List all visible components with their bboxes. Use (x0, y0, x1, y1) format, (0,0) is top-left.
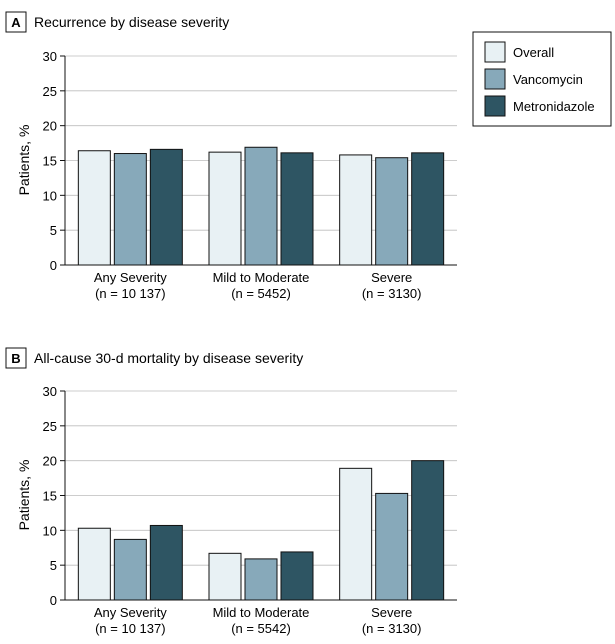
panel-b-ytick-label: 20 (43, 454, 57, 469)
panel-a-ytick-label: 25 (43, 84, 57, 99)
panel-a-bar-metronidazole (411, 152, 445, 266)
panel-b-bar-vancomycin (244, 558, 278, 601)
panel-b-bar-metronidazole (280, 551, 314, 601)
panel-b-letter: B (11, 351, 20, 366)
panel-a-ytick-label: 30 (43, 49, 57, 64)
panel-a-letter-box (5, 11, 27, 33)
panel-b-category-n: (n = 10 137) (95, 621, 165, 636)
panel-a-title: Recurrence by disease severity (34, 14, 229, 30)
panel-b-bar-metronidazole (411, 460, 445, 601)
panel-a-bar-vancomycin (375, 157, 409, 266)
panel-a-ylabel: Patients, % (16, 125, 32, 196)
panel-b-bar-overall (339, 467, 373, 601)
panel-a-bar-metronidazole (280, 152, 314, 266)
panel-b-ytick-label: 15 (43, 489, 57, 504)
panel-a-category-n: (n = 10 137) (95, 286, 165, 301)
panel-a-ytick-label: 15 (43, 154, 57, 169)
panel-b-bar-metronidazole (149, 524, 183, 601)
panel-b-ylabel: Patients, % (16, 460, 32, 531)
panel-a: A Recurrence by disease severity Patient… (5, 11, 457, 301)
panel-b-category-label: Severe (371, 605, 412, 620)
panel-a-ytick-label: 0 (50, 258, 57, 273)
legend-swatch-overall (484, 41, 506, 63)
panel-b: B All-cause 30-d mortality by disease se… (5, 347, 457, 636)
panel-b-title: All-cause 30-d mortality by disease seve… (34, 350, 303, 366)
panel-a-category-n: (n = 3130) (362, 286, 422, 301)
panel-a-bar-overall (339, 154, 373, 266)
panel-a-bar-metronidazole (149, 148, 183, 266)
panel-a-category-n: (n = 5452) (231, 286, 291, 301)
legend-label-overall: Overall (513, 45, 554, 60)
panel-a-letter: A (11, 15, 21, 30)
panel-a-category-label: Mild to Moderate (213, 270, 310, 285)
panel-b-bar-vancomycin (375, 492, 409, 601)
panel-b-category-label: Mild to Moderate (213, 605, 310, 620)
panel-a-category-label: Severe (371, 270, 412, 285)
panel-b-ytick-label: 10 (43, 523, 57, 538)
panel-b-letter-box (5, 347, 27, 369)
panel-a-bar-overall (208, 151, 242, 266)
panel-a-ytick-label: 5 (50, 223, 57, 238)
panel-b-ytick-label: 5 (50, 558, 57, 573)
panel-b-ytick-label: 25 (43, 419, 57, 434)
panel-b-category-n: (n = 3130) (362, 621, 422, 636)
panel-b-bar-vancomycin (113, 538, 147, 601)
panel-b-ytick-label: 30 (43, 384, 57, 399)
panel-a-ytick-label: 20 (43, 119, 57, 134)
panel-b-bar-overall (208, 552, 242, 601)
panel-a-bar-vancomycin (244, 146, 278, 266)
legend-label-vancomycin: Vancomycin (513, 72, 583, 87)
legend-label-metronidazole: Metronidazole (513, 99, 595, 114)
legend-swatch-vancomycin (484, 68, 506, 90)
panel-a-category-label: Any Severity (94, 270, 167, 285)
panel-a-bar-vancomycin (113, 153, 147, 266)
panel-b-category-n: (n = 5542) (231, 621, 291, 636)
panel-a-plot-area: 0 5 10 15 20 25 30 Any Severity(n = 10 137) Mild… (43, 49, 457, 301)
panel-b-plot-area: 0 5 10 15 20 25 30 Any Severity(n = 10 137) Mild… (43, 384, 457, 636)
panel-b-bar-overall (77, 527, 111, 601)
legend: Overall Vancomycin Metronidazole (472, 31, 612, 127)
panel-a-ytick-label: 10 (43, 188, 57, 203)
panel-a-bar-overall (77, 150, 111, 266)
panel-b-category-label: Any Severity (94, 605, 167, 620)
legend-swatch-metronidazole (484, 95, 506, 117)
panel-b-ytick-label: 0 (50, 593, 57, 608)
